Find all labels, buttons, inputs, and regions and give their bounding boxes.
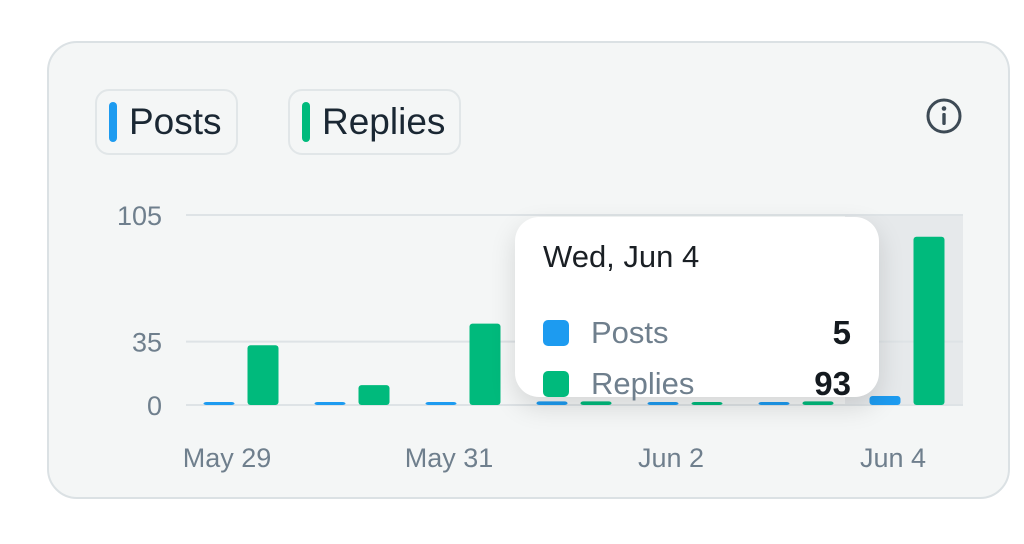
posts-bar: [647, 402, 679, 405]
replies-color-bar: [302, 102, 310, 142]
legend-replies-label: Replies: [322, 101, 446, 142]
posts-bar: [314, 402, 346, 405]
legend-posts-toggle[interactable]: Posts: [95, 89, 238, 155]
replies-bar: [580, 401, 612, 405]
y-tick-label: 0: [147, 391, 162, 421]
posts-bar: [869, 395, 901, 405]
tooltip-row-posts: Posts 5: [543, 313, 851, 353]
x-tick-label: May 31: [405, 443, 494, 473]
chart-card: Posts Replies 0 35 105 May 29 May 31 Jun 2 Jun…: [47, 41, 1010, 499]
y-tick-label: 105: [117, 201, 162, 231]
tooltip: Wed, Jun 4 Posts 5 Replies 93: [515, 217, 879, 402]
tooltip-row-replies: Replies 93: [543, 364, 851, 404]
replies-bar: [247, 345, 279, 405]
legend-replies-toggle[interactable]: Replies: [288, 89, 462, 155]
posts-bar: [536, 401, 568, 405]
tooltip-replies-value: 93: [814, 365, 851, 402]
replies-bar: [691, 402, 723, 405]
x-tick-label: May 29: [183, 443, 272, 473]
posts-color-bar: [109, 102, 117, 142]
tooltip-replies-swatch: [543, 371, 569, 397]
tooltip-title: Wed, Jun 4: [543, 239, 700, 274]
replies-bar: [358, 385, 390, 405]
replies-bar: [913, 236, 945, 405]
legend-posts-label: Posts: [129, 101, 222, 142]
x-tick-label: Jun 2: [638, 443, 704, 473]
posts-bar: [758, 402, 790, 405]
posts-bar: [203, 402, 235, 405]
replies-bar: [469, 323, 501, 405]
tooltip-posts-swatch: [543, 320, 569, 346]
tooltip-replies-label: Replies: [591, 366, 695, 401]
tooltip-posts-label: Posts: [591, 315, 669, 350]
x-tick-label: Jun 4: [860, 443, 926, 473]
info-icon[interactable]: [924, 96, 964, 136]
replies-bar: [802, 401, 834, 405]
posts-bar: [425, 402, 457, 405]
tooltip-posts-value: 5: [832, 314, 851, 351]
y-tick-label: 35: [132, 328, 162, 358]
